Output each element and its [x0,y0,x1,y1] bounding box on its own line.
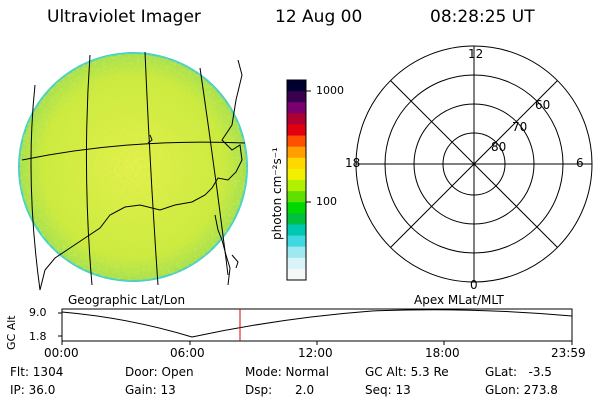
mlt-label-0: 0 [470,278,478,292]
colorbar-band [287,224,306,237]
geo-caption: Geographic Lat/Lon [68,293,186,307]
alt-y-tick-label: 9.0 [29,306,47,319]
x-tick-label: 00:00 [44,346,79,360]
colorbar-band [287,268,306,281]
colorbar-band [287,246,306,259]
polar-diagonal [390,80,558,248]
colorbar-band [287,102,306,114]
altitude-axis-label: GC Alt [5,315,18,350]
mode-info: Mode: Normal [245,365,329,379]
colorbar-band [287,157,306,170]
mlat-label-70: 70 [512,120,528,134]
colorbar-band [287,213,306,225]
flight-info: Flt: 1304 [10,365,64,379]
colorbar-unit-label: photon cm⁻²s⁻¹ [270,147,284,240]
x-tick-label: 23:59 [551,346,586,360]
door-info: Door: Open [125,365,194,379]
polar-plot [355,45,593,283]
seq-info: Seq: 13 [365,383,411,397]
date-label: 12 Aug 00 [275,7,363,27]
altitude-curve [61,309,573,338]
colorbar-band [287,146,306,159]
colorbar-tick-label: 1000 [316,84,344,97]
glat-info: GLat: -3.5 [485,365,552,379]
colorbar-band [287,235,306,248]
colorbar-band [287,180,306,192]
instrument-title: Ultraviolet Imager [47,7,201,27]
meridian-line [144,51,159,286]
alt-y-tick-label: 1.8 [29,330,47,343]
ip-info: IP: 36.0 [10,383,56,397]
gain-info: Gain: 13 [125,383,176,397]
mlt-label-6: 6 [576,156,584,170]
uv-image [18,51,248,291]
colorbar-band [287,168,306,181]
time-label: 08:28:25 UT [430,7,535,27]
glon-info: GLon: 273.8 [485,383,558,397]
colorbar-band [287,135,306,148]
apex-caption: Apex MLat/MLT [414,293,504,307]
gc-alt-info: GC Alt: 5.3 Re [365,365,449,379]
parallel-line [21,141,246,161]
colorbar-band [287,202,306,214]
mlat-label-60: 60 [535,98,551,112]
mlt-label-12: 12 [468,47,484,61]
altitude-panel [58,308,573,345]
geo-grid [21,51,246,291]
uv-noise-texture [19,53,247,281]
colorbar-band [287,113,306,125]
colorbar-band [287,80,306,92]
colorbar-tick-label: 100 [316,195,337,208]
x-tick-label: 12:00 [298,346,333,360]
x-ticks [61,341,573,345]
coastline [39,59,243,291]
colorbar [286,79,311,281]
x-tick-label: 18:00 [425,346,460,360]
colorbar-band [287,257,306,270]
colorbar-band [287,124,306,137]
dsp-info: Dsp: 2.0 [245,383,315,397]
colorbar-band [287,191,306,203]
x-tick-label: 06:00 [170,346,205,360]
altitude-frame [61,308,573,342]
meridian-line [30,84,41,291]
colorbar-frame [286,79,307,281]
meridian-line [85,54,93,286]
colorbar-band [287,91,306,103]
mlt-label-18: 18 [345,156,361,170]
mlat-label-80: 80 [491,140,507,154]
